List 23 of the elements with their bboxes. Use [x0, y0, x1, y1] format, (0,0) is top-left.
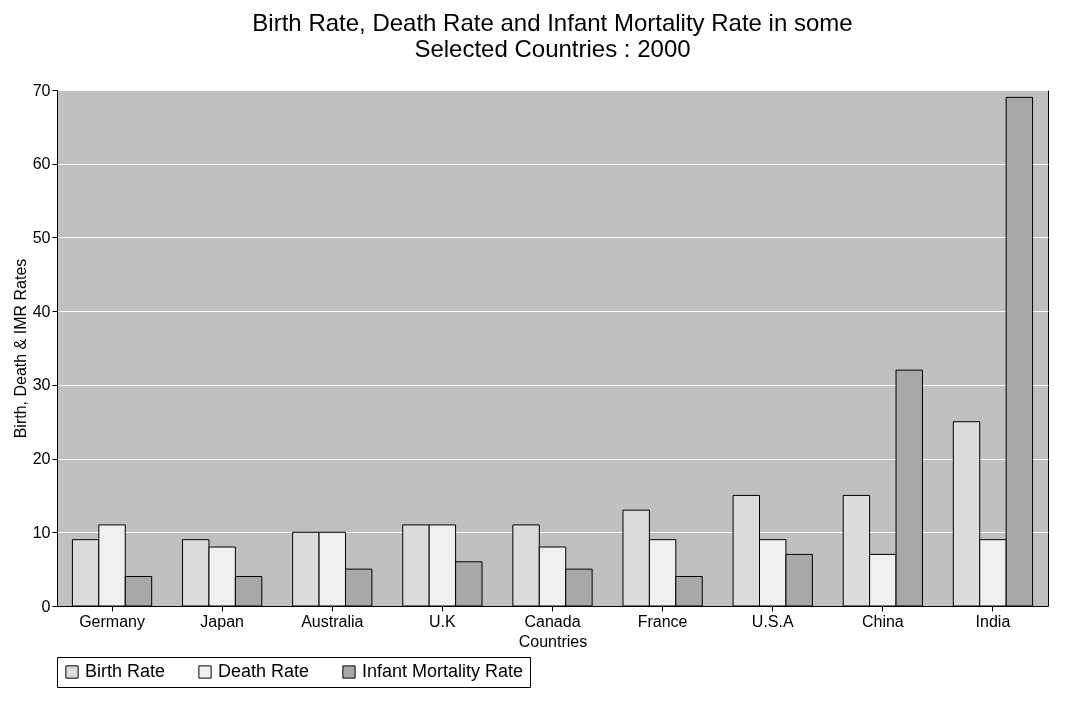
x-tick-label: Australia: [301, 612, 364, 630]
y-tick-label: 40: [32, 302, 51, 320]
y-tick-label: 70: [32, 81, 51, 99]
x-tick-label: Japan: [200, 612, 244, 630]
y-tick-label: 60: [32, 155, 51, 173]
y-tick-label: 30: [32, 376, 51, 394]
x-tick-label: China: [861, 612, 904, 630]
legend-label: Infant Mortality Rate: [362, 661, 524, 681]
x-tick-label: Canada: [524, 612, 581, 630]
y-tick-label: 20: [32, 450, 51, 468]
y-tick-label: 10: [32, 523, 51, 541]
y-tick-label: 50: [32, 228, 51, 246]
x-axis-title: Countries: [518, 632, 588, 650]
y-axis-title: Birth, Death & IMR Rates: [11, 258, 29, 439]
chart-title: Birth Rate, Death Rate and Infant Mortality Rate in some Selected Countries : 2000: [252, 9, 853, 62]
legend-label: Birth Rate: [85, 661, 166, 681]
x-tick-label: U.K: [429, 612, 457, 630]
x-tick-label: Germany: [79, 612, 145, 630]
y-tick-label: 0: [41, 597, 51, 615]
x-tick-label: U.S.A: [751, 612, 794, 630]
legend-label: Death Rate: [218, 661, 310, 681]
x-tick-label: France: [637, 612, 688, 630]
x-tick-label: India: [975, 612, 1011, 630]
